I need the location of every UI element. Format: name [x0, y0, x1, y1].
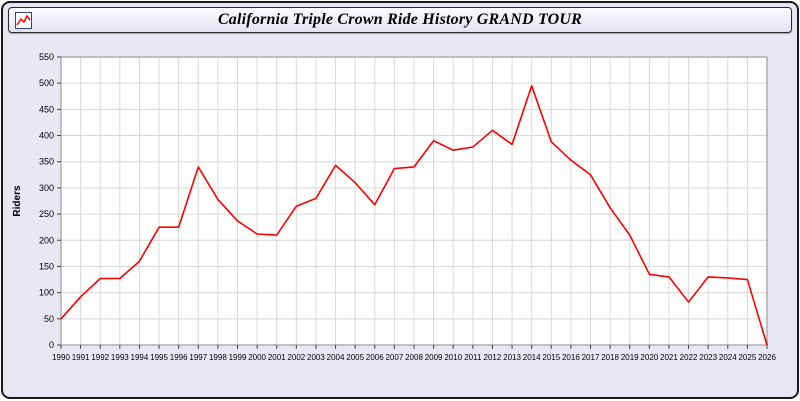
svg-text:1991: 1991 [72, 353, 90, 362]
svg-text:1994: 1994 [131, 353, 149, 362]
svg-text:2007: 2007 [385, 353, 403, 362]
svg-text:1993: 1993 [111, 353, 129, 362]
svg-text:1997: 1997 [189, 353, 207, 362]
svg-text:50: 50 [44, 314, 54, 324]
svg-text:2011: 2011 [464, 353, 482, 362]
svg-text:500: 500 [39, 78, 54, 88]
svg-text:300: 300 [39, 183, 54, 193]
svg-text:2000: 2000 [248, 353, 266, 362]
svg-text:1990: 1990 [52, 353, 70, 362]
svg-text:2012: 2012 [484, 353, 502, 362]
svg-text:150: 150 [39, 261, 54, 271]
svg-text:250: 250 [39, 209, 54, 219]
svg-text:2021: 2021 [660, 353, 678, 362]
svg-text:400: 400 [39, 131, 54, 141]
svg-text:2001: 2001 [268, 353, 286, 362]
svg-text:2023: 2023 [699, 353, 717, 362]
svg-text:2017: 2017 [582, 353, 600, 362]
svg-text:0: 0 [49, 340, 54, 350]
svg-text:2026: 2026 [758, 353, 776, 362]
svg-text:2008: 2008 [405, 353, 423, 362]
svg-text:1998: 1998 [209, 353, 227, 362]
svg-text:1999: 1999 [229, 353, 247, 362]
svg-text:2009: 2009 [425, 353, 443, 362]
svg-text:2003: 2003 [307, 353, 325, 362]
svg-text:2010: 2010 [444, 353, 462, 362]
svg-text:1996: 1996 [170, 353, 188, 362]
chart-icon [15, 12, 32, 29]
svg-text:2018: 2018 [601, 353, 619, 362]
svg-text:2016: 2016 [562, 353, 580, 362]
svg-text:1995: 1995 [150, 353, 168, 362]
svg-text:2013: 2013 [503, 353, 521, 362]
svg-text:2019: 2019 [621, 353, 639, 362]
svg-text:350: 350 [39, 157, 54, 167]
svg-text:450: 450 [39, 104, 54, 114]
svg-text:200: 200 [39, 235, 54, 245]
svg-text:2004: 2004 [327, 353, 345, 362]
svg-text:2002: 2002 [287, 353, 305, 362]
svg-text:2014: 2014 [523, 353, 541, 362]
window-title: California Triple Crown Ride History GRA… [217, 11, 583, 28]
svg-text:1992: 1992 [91, 353, 109, 362]
svg-text:2005: 2005 [346, 353, 364, 362]
svg-text:2020: 2020 [640, 353, 658, 362]
svg-text:2006: 2006 [366, 353, 384, 362]
svg-text:550: 550 [39, 52, 54, 62]
title-bar: California Triple Crown Ride History GRA… [8, 7, 792, 33]
svg-text:2025: 2025 [738, 353, 756, 362]
svg-text:100: 100 [39, 288, 54, 298]
chart-panel: 0 50 100 150 200 250 300 350 400 450 500 550 1990 199… [7, 41, 793, 393]
svg-text:2015: 2015 [542, 353, 560, 362]
svg-text:2024: 2024 [719, 353, 737, 362]
svg-text:2022: 2022 [680, 353, 698, 362]
svg-text:Riders: Riders [12, 185, 23, 217]
